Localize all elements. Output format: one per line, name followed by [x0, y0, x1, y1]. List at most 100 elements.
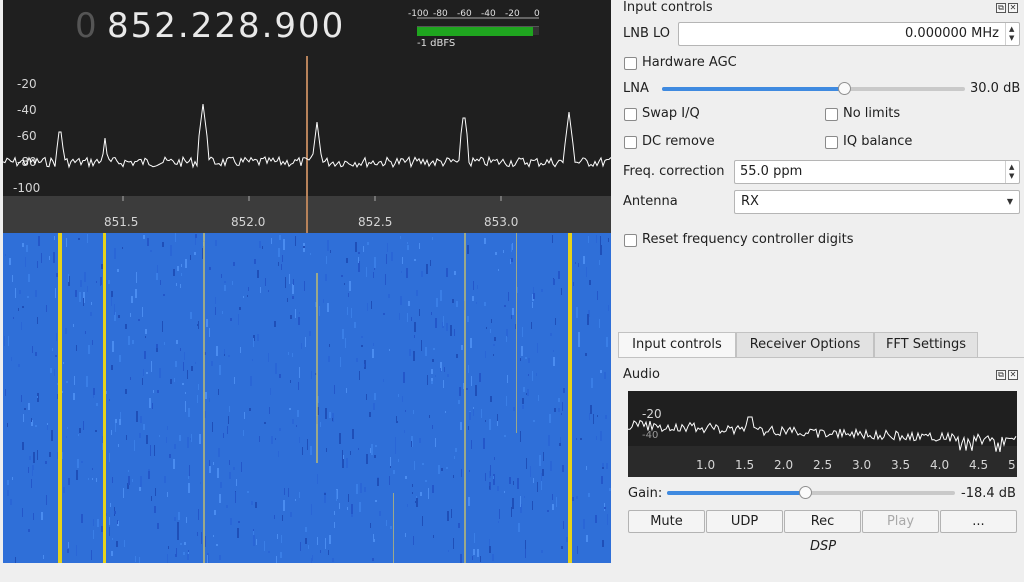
audio-trace [627, 416, 1017, 453]
gain-slider[interactable] [667, 486, 955, 499]
audio-x-tick: 1.0 [696, 458, 715, 472]
no-limits-label: No limits [843, 106, 901, 121]
x-tick: 852.0 [231, 215, 265, 229]
tab-bar: Input controls Receiver Options FFT Sett… [618, 332, 1024, 358]
spin-down-icon[interactable]: ▼ [1009, 34, 1015, 42]
audio-x-tick: 2.0 [774, 458, 793, 472]
udp-button[interactable]: UDP [706, 510, 783, 533]
meter-tick: -60 [457, 9, 472, 19]
y-tick: -60 [17, 129, 37, 143]
chevron-down-icon: ▼ [1006, 197, 1013, 206]
close-icon[interactable]: ✕ [1008, 3, 1018, 13]
audio-x-tick: 3.0 [852, 458, 871, 472]
swap-iq-checkbox[interactable] [624, 108, 637, 121]
spin-down-icon[interactable]: ▼ [1009, 172, 1015, 180]
lna-label: LNA [623, 81, 649, 96]
close-icon[interactable]: ✕ [1008, 370, 1018, 380]
tab-fft-settings[interactable]: FFT Settings [874, 332, 978, 358]
meter-bar [417, 26, 539, 36]
hardware-agc-label: Hardware AGC [642, 55, 737, 70]
gain-slider-fill [667, 491, 806, 495]
audio-x-tick: 3.5 [891, 458, 910, 472]
rec-button[interactable]: Rec [784, 510, 861, 533]
audio-x-tick: 1.5 [735, 458, 754, 472]
audio-dock-buttons: ⧉ ✕ [996, 370, 1018, 380]
x-tick: 852.5 [358, 215, 392, 229]
freq-correction-value: 55.0 ppm [740, 164, 803, 179]
dsp-label: DSP [810, 539, 837, 554]
audio-spectrum[interactable]: -20 -40 1.0 1.5 2.0 2.5 3.0 3.5 4.0 4.5 … [627, 391, 1017, 477]
meter-label: -1 dBFS [417, 38, 456, 49]
meter-fill [417, 27, 533, 36]
waterfall-canvas[interactable] [3, 233, 611, 563]
y-tick: -100 [13, 181, 40, 195]
lnb-lo-spinner[interactable]: ▲ ▼ [1005, 23, 1019, 45]
antenna-select[interactable]: RX ▼ [734, 190, 1020, 214]
y-tick: -40 [17, 103, 37, 117]
no-limits-checkbox[interactable] [825, 108, 838, 121]
audio-options-button[interactable]: ... [940, 510, 1017, 533]
spin-up-icon[interactable]: ▲ [1009, 163, 1015, 171]
x-tick: 851.5 [104, 215, 138, 229]
audio-x-tick: 4.5 [969, 458, 988, 472]
x-tick: 853.0 [484, 215, 518, 229]
hardware-agc-checkbox[interactable] [624, 57, 637, 70]
lnb-lo-label: LNB LO [623, 26, 671, 41]
lnb-lo-field[interactable]: 0.000000 MHz ▲ ▼ [678, 22, 1020, 46]
spectrum-trace [3, 103, 611, 169]
audio-title: Audio [623, 367, 660, 382]
spectrum-plot[interactable]: -20 -40 -60 -80 -100 851.5 852.0 852.5 8… [3, 0, 611, 233]
audio-x-tick: 4.0 [930, 458, 949, 472]
meter-scale: -100 -80 -60 -40 -20 0 [408, 9, 540, 19]
frequency-display[interactable]: 852.228.900 [107, 6, 346, 46]
swap-iq-label: Swap I/Q [642, 106, 700, 121]
gain-value: -18.4 dB [961, 486, 1016, 501]
antenna-value: RX [741, 194, 759, 209]
freq-correction-spinner[interactable]: ▲ ▼ [1005, 161, 1019, 183]
float-icon[interactable]: ⧉ [996, 370, 1006, 380]
frequency-leading-digit[interactable]: 0 [75, 6, 98, 46]
meter-tick: 0 [534, 9, 540, 19]
right-panel: Input controls ⧉ ✕ LNB LO 0.000000 MHz ▲… [614, 0, 1024, 582]
dock-buttons: ⧉ ✕ [996, 3, 1018, 13]
reset-digits-label: Reset frequency controller digits [642, 232, 854, 247]
input-controls-title: Input controls [623, 0, 713, 15]
spectrum-canvas[interactable]: -20 -40 -60 -80 -100 851.5 852.0 852.5 8… [3, 0, 611, 233]
tab-input-controls[interactable]: Input controls [618, 332, 736, 358]
gain-label: Gain: [628, 486, 663, 501]
meter-tick: -80 [433, 9, 448, 19]
lna-slider-fill [662, 87, 844, 91]
gain-slider-handle[interactable] [799, 486, 813, 499]
audio-y-tick: -20 [642, 407, 662, 421]
audio-y-tick: -40 [642, 430, 658, 441]
audio-x-tick: 5 [1008, 458, 1016, 472]
lnb-lo-value: 0.000000 MHz [905, 26, 999, 41]
lna-slider[interactable] [662, 82, 965, 95]
meter-tick: -40 [481, 9, 496, 19]
freq-correction-label: Freq. correction [623, 164, 725, 179]
dc-remove-checkbox[interactable] [624, 136, 637, 149]
float-icon[interactable]: ⧉ [996, 3, 1006, 13]
meter-tick: -20 [505, 9, 520, 19]
left-pane: -20 -40 -60 -80 -100 851.5 852.0 852.5 8… [3, 0, 611, 563]
iq-balance-checkbox[interactable] [825, 136, 838, 149]
tab-divider [618, 357, 1024, 358]
tab-receiver-options[interactable]: Receiver Options [736, 332, 874, 358]
dc-remove-label: DC remove [642, 134, 715, 149]
signal-meter: -100 -80 -60 -40 -20 0 -1 dBFS [407, 4, 547, 49]
waterfall[interactable] [3, 233, 611, 563]
play-button[interactable]: Play [862, 510, 939, 533]
antenna-label: Antenna [623, 194, 678, 209]
audio-canvas: -20 -40 1.0 1.5 2.0 2.5 3.0 3.5 4.0 4.5 … [627, 407, 1017, 477]
lna-value: 30.0 dB [970, 81, 1021, 96]
iq-balance-label: IQ balance [843, 134, 913, 149]
audio-x-tick: 2.5 [813, 458, 832, 472]
meter-tick: -100 [408, 9, 429, 19]
y-tick: -80 [17, 155, 37, 169]
reset-digits-checkbox[interactable] [624, 234, 637, 247]
freq-correction-field[interactable]: 55.0 ppm ▲ ▼ [734, 160, 1020, 184]
spin-up-icon[interactable]: ▲ [1009, 25, 1015, 33]
y-tick: -20 [17, 77, 37, 91]
lna-slider-handle[interactable] [837, 82, 851, 95]
mute-button[interactable]: Mute [628, 510, 705, 533]
